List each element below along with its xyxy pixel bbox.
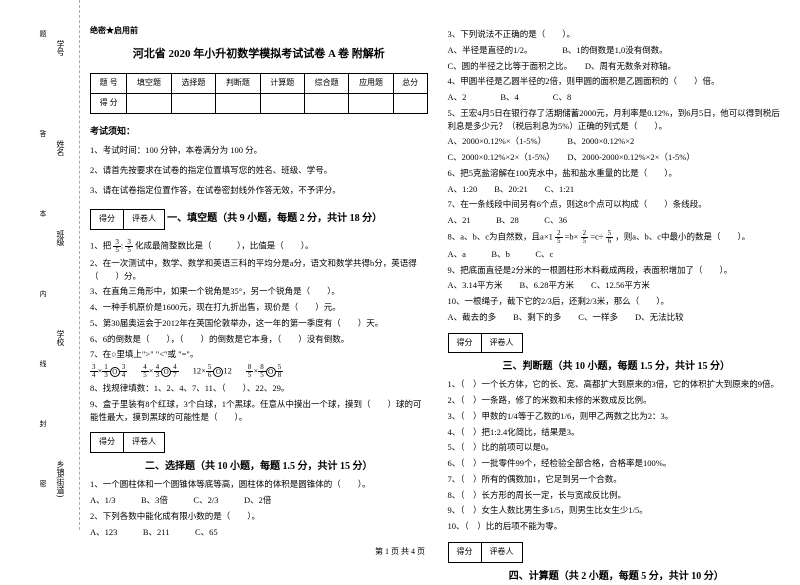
table-row: 题 号 填空题 选择题 判断题 计算题 综合题 应用题 总分 xyxy=(91,74,428,94)
fill-q2: 2、在一次测试中，数学、数学和英语三科的平均分是a分，语文和数学共得b分，英语得… xyxy=(90,257,428,283)
choice-q9: 9、把底面直径是2分米的一根圆柱形木料截成两段，表面积增加了（ ）。 xyxy=(448,264,786,277)
grader-label: 评卷人 xyxy=(124,210,164,229)
cell[interactable] xyxy=(260,94,304,114)
section-title: 一、填空题（共 9 小题，每题 2 分，共计 18 分） xyxy=(167,213,382,224)
cell: 总分 xyxy=(393,74,427,94)
cell: 题 号 xyxy=(91,74,127,94)
judge-q2: 2、（ ）一条路，修了的米数和未修的米数成反比例。 xyxy=(448,394,786,407)
fill-q5: 5、第30届奥运会于2012年在英国伦敦举办，这一年的第一季度有（ ）天。 xyxy=(90,317,428,330)
grader-label: 评卷人 xyxy=(482,334,522,353)
cell: 填空题 xyxy=(127,74,171,94)
choice-q9-opts: A、3.14平方米 B、6.28平方米 C、12.56平方米 xyxy=(448,279,786,292)
grader-label: 评卷人 xyxy=(124,433,164,452)
field-name: 姓名 xyxy=(55,140,66,156)
cell: 选择题 xyxy=(171,74,215,94)
fill-q6: 6、6的倒数是（ ），（ ）的倒数是它本身，（ ）没有倒数。 xyxy=(90,333,428,346)
cell: 判断题 xyxy=(216,74,260,94)
choice-q3a: A、半径是直径的1/2。 B、1的倒数是1,0没有倒数。 xyxy=(448,44,786,57)
grader-box: 得分 评卷人 xyxy=(90,209,165,230)
seal-mark: 线 xyxy=(38,360,48,367)
choice-q3: 3、下列说法不正确的是（ ）。 xyxy=(448,28,786,41)
grader-box: 得分 评卷人 xyxy=(448,333,523,354)
fill-q4: 4、一种手机原价是1600元，现在打九折出售，现价是（ ）元。 xyxy=(90,301,428,314)
choice-q7-opts: A、21 B、28 C、36 xyxy=(448,214,786,227)
page-content: 绝密★启用前 河北省 2020 年小升初数学模拟考试试卷 A 卷 附解析 题 号… xyxy=(90,25,785,585)
fill-q8: 8、找规律填数：1、2、4、7、11、（ ）、22、29。 xyxy=(90,382,428,395)
choice-q8-opts: A、a B、b C、c xyxy=(448,248,786,261)
choice-q5a: A、2000×0.12%×（1-5%） B、2000×0.12%×2 xyxy=(448,135,786,148)
score-label: 得分 xyxy=(91,433,124,452)
judge-q3: 3、（ ）甲数的1/4等于乙数的1/6，则甲乙两数之比为2：3。 xyxy=(448,410,786,423)
confidential-label: 绝密★启用前 xyxy=(90,25,428,38)
choice-q4: 4、甲圆半径是乙圆半径的2倍，则甲圆的面积是乙圆面积的（ ）倍。 xyxy=(448,75,786,88)
choice-q3b: C、圆的半径之比等于面积之比。 D、周有无数条对称轴。 xyxy=(448,60,786,73)
seal-mark: 内 xyxy=(38,290,48,297)
cell[interactable] xyxy=(393,94,427,114)
choice-q1: 1、一个圆柱体和一个圆锥体等底等高，圆柱体的体积是圆锥体的（ ）。 xyxy=(90,478,428,491)
choice-q7: 7、在一条线段中间另有6个点，则这8个点可以构成（ ）条线段。 xyxy=(448,198,786,211)
fill-q9: 9、盒子里装有8个红球，3个白球，1个黑球。任意从中摸出一个球，摸到（ ）球的可… xyxy=(90,398,428,424)
judge-q5: 5、（ ）比的前项可以是0。 xyxy=(448,441,786,454)
fill-q3: 3、在直角三角形中，如果一个锐角是35°，另一个锐角是（ ）。 xyxy=(90,285,428,298)
right-column: 3、下列说法不正确的是（ ）。 A、半径是直径的1/2。 B、1的倒数是1,0没… xyxy=(448,25,786,585)
left-column: 绝密★启用前 河北省 2020 年小升初数学模拟考试试卷 A 卷 附解析 题 号… xyxy=(90,25,428,585)
section-title: 二、选择题（共 10 小题，每题 1.5 分，共计 15 分） xyxy=(90,459,428,475)
choice-q10: 10、一根绳子，截下它的2/3后，还剩2/3米，那么（ ）。 xyxy=(448,295,786,308)
seal-mark: 题 xyxy=(38,30,48,37)
choice-q4-opts: A、2 B、4 C、8 xyxy=(448,91,786,104)
table-row: 得 分 xyxy=(91,94,428,114)
judge-q10: 10、（ ）比的后项不能为零。 xyxy=(448,520,786,533)
notice-item: 1、考试时间：100 分钟，本卷满分为 100 分。 xyxy=(90,144,428,158)
seal-mark: 封 xyxy=(38,420,48,427)
choice-q5b: C、2000×0.12%×2×（1-5%） D、2000-2000×0.12%×… xyxy=(448,151,786,164)
choice-q2: 2、下列各数中能化成有限小数的是（ ）。 xyxy=(90,510,428,523)
fill-q1: 1、把 35: 35 化成最简整数比是（ ），比值是（ ）。 xyxy=(90,239,428,254)
score-label: 得分 xyxy=(91,210,124,229)
judge-q4: 4、（ ）把1:2.4化简比，结果是3。 xyxy=(448,426,786,439)
binding-margin: 学号 姓名 班级 学校 乡镇(街道) 题 答 本 内 线 封 密 xyxy=(0,0,80,530)
choice-q5: 5、王宏4月5日在银行存了活期储蓄2000元，月利率是0.12%，到6月5日，他… xyxy=(448,107,786,133)
page-footer: 第 1 页 共 4 页 xyxy=(0,546,800,557)
score-table: 题 号 填空题 选择题 判断题 计算题 综合题 应用题 总分 得 分 xyxy=(90,73,428,114)
choice-q6: 6、把5克盐溶解在100克水中，盐和盐水重量的比是（ ）。 xyxy=(448,167,786,180)
fraction: 35 xyxy=(125,239,133,254)
field-school: 学校 xyxy=(55,330,66,346)
score-label: 得分 xyxy=(449,334,482,353)
judge-q6: 6、（ ）一批零件99个，经检验全部合格，合格率是100%。 xyxy=(448,457,786,470)
field-class: 班级 xyxy=(55,230,66,246)
choice-q2-opts: A、123 B、211 C、65 xyxy=(90,526,428,539)
notice-item: 3、请在试卷指定位置作答，在试卷密封线外作答无效，不予评分。 xyxy=(90,184,428,198)
grader-box: 得分 评卷人 xyxy=(90,432,165,453)
choice-q6-opts: A、1:20 B、20:21 C、1:21 xyxy=(448,183,786,196)
seal-mark: 答 xyxy=(38,130,48,137)
cell: 得 分 xyxy=(91,94,127,114)
notice-title: 考试须知： xyxy=(90,124,428,138)
choice-q8: 8、a、b、c为自然数，且a×1 25 =b× 25 =c÷ 56 ，则a、b、… xyxy=(448,230,786,245)
cell: 应用题 xyxy=(349,74,393,94)
fill-q7-row: 34×13О34 45×43О47 12×56О12 85×85О58 xyxy=(90,364,428,379)
choice-q10-opts: A、截去的多 B、剩下的多 C、一样多 D、无法比较 xyxy=(448,311,786,324)
notice-item: 2、请首先按要求在试卷的指定位置填写您的姓名、班级、学号。 xyxy=(90,164,428,178)
field-township: 乡镇(街道) xyxy=(55,460,66,497)
exam-title: 河北省 2020 年小升初数学模拟考试试卷 A 卷 附解析 xyxy=(90,46,428,64)
choice-q1-opts: A、1/3 B、3倍 C、2/3 D、2倍 xyxy=(90,494,428,507)
seal-mark: 本 xyxy=(38,210,48,217)
cell[interactable] xyxy=(171,94,215,114)
field-student-id: 学号 xyxy=(55,40,66,56)
section-title: 四、计算题（共 2 小题，每题 5 分，共计 10 分） xyxy=(448,569,786,585)
fraction: 35 xyxy=(113,239,121,254)
cell: 计算题 xyxy=(260,74,304,94)
judge-q8: 8、（ ）长方形的周长一定，长与宽成反比例。 xyxy=(448,489,786,502)
judge-q7: 7、（ ）所有的偶数加1，它足到另一个合数。 xyxy=(448,473,786,486)
seal-mark: 密 xyxy=(38,480,48,487)
cell[interactable] xyxy=(349,94,393,114)
fill-q7: 7、在○里填上">" "<"或 "="。 xyxy=(90,348,428,361)
cell[interactable] xyxy=(127,94,171,114)
cell[interactable] xyxy=(216,94,260,114)
cell: 综合题 xyxy=(304,74,348,94)
section-title: 三、判断题（共 10 小题，每题 1.5 分，共计 15 分） xyxy=(448,359,786,375)
judge-q9: 9、（ ）女生人数比男生多1/5，则男生比女生少1/5。 xyxy=(448,504,786,517)
judge-q1: 1、（ ）一个长方体，它的长、宽、高都扩大到原来的3倍，它的体积扩大到原来的9倍… xyxy=(448,378,786,391)
cell[interactable] xyxy=(304,94,348,114)
